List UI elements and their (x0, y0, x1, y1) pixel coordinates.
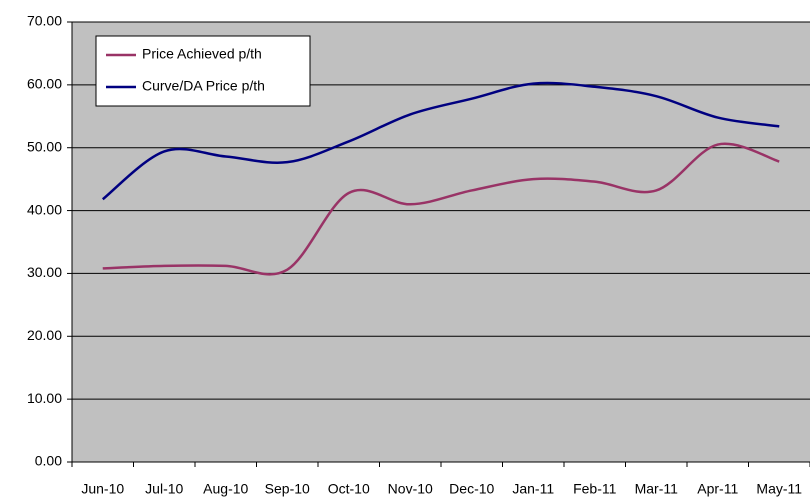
x-tick-label: Nov-10 (388, 481, 433, 497)
legend-box (95, 35, 311, 107)
x-tick-label: Jan-11 (512, 481, 554, 497)
y-tick-label: 70.00 (27, 13, 62, 29)
y-tick-label: 50.00 (27, 138, 62, 154)
y-tick-label: 20.00 (27, 327, 62, 343)
x-tick-label: Apr-11 (697, 481, 738, 497)
legend-label: Price Achieved p/th (142, 46, 262, 62)
x-tick-label: Jul-10 (145, 481, 183, 497)
legend: Price Achieved p/th Curve/DA Price p/th (95, 35, 311, 107)
x-tick-label: Sep-10 (265, 481, 310, 497)
x-tick-label: Feb-11 (573, 481, 617, 497)
x-tick-label: Aug-10 (203, 481, 248, 497)
x-tick-label: Jun-10 (81, 481, 124, 497)
y-tick-label: 0.00 (35, 453, 62, 469)
y-tick-label: 10.00 (27, 390, 62, 406)
y-tick-label: 60.00 (27, 76, 62, 92)
y-tick-label: 40.00 (27, 201, 62, 217)
x-tick-label: May-11 (756, 481, 802, 497)
y-tick-label: 30.00 (27, 264, 62, 280)
x-tick-label: Mar-11 (635, 481, 679, 497)
x-tick-label: Dec-10 (449, 481, 494, 497)
x-tick-label: Oct-10 (328, 481, 370, 497)
legend-label: Curve/DA Price p/th (142, 78, 265, 94)
series-line (101, 81, 780, 201)
series-line (102, 142, 780, 276)
